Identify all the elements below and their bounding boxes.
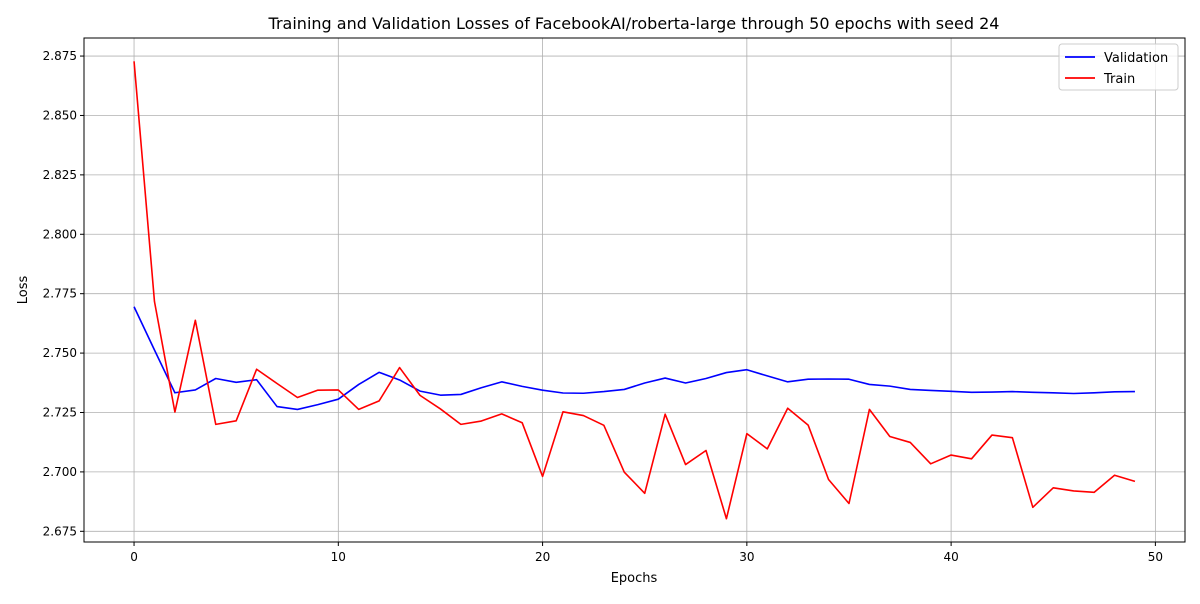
y-tick-label: 2.700	[43, 465, 77, 479]
x-tick-label: 20	[535, 550, 550, 564]
series-line-validation	[133, 306, 1135, 411]
legend: Validation Train	[1058, 43, 1179, 91]
y-tick-label: 2.800	[43, 227, 77, 241]
x-axis-label: Epochs	[611, 571, 658, 586]
x-tick-label: 50	[1148, 550, 1163, 564]
x-tick-label: 0	[130, 550, 138, 564]
series-line-train	[133, 61, 1136, 520]
legend-label-train: Train	[1103, 72, 1135, 87]
y-tick-label: 2.825	[43, 168, 77, 182]
x-tick-label: 10	[331, 550, 346, 564]
y-axis-label: Loss	[16, 276, 31, 305]
y-tick-label: 2.675	[43, 524, 77, 538]
axis-ticks: 0 10 20 30 40 50 2.675 2.700 2.725 2.750 2.775 2.80…	[43, 49, 1163, 564]
x-tick-label: 40	[943, 550, 958, 564]
series-lines	[133, 61, 1136, 520]
y-tick-label: 2.775	[43, 287, 77, 301]
grid	[84, 38, 1185, 542]
y-tick-label: 2.750	[43, 346, 77, 360]
chart-title: Training and Validation Losses of Facebo…	[268, 14, 1000, 33]
plot-frame	[83, 37, 1186, 543]
x-tick-label: 30	[739, 550, 754, 564]
y-tick-label: 2.725	[43, 405, 77, 419]
y-tick-label: 2.850	[43, 108, 77, 122]
legend-label-validation: Validation	[1104, 51, 1168, 66]
y-tick-label: 2.875	[43, 49, 77, 63]
